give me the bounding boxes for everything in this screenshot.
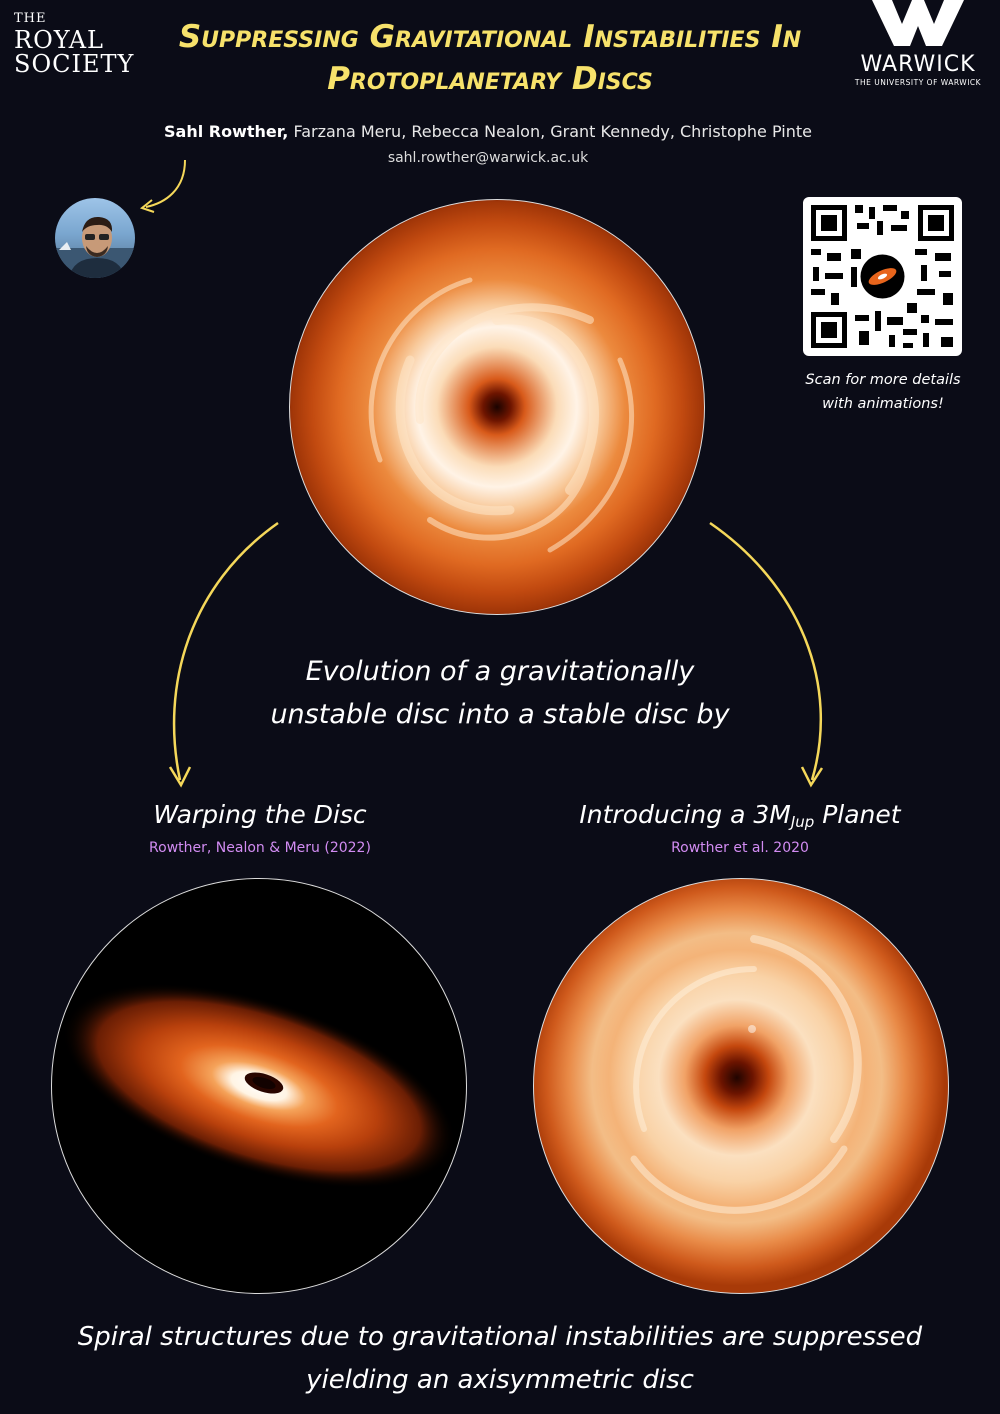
author-email[interactable]: sahl.rowther@warwick.ac.uk [387, 150, 589, 166]
royal-society-logo-line2: ROYAL [14, 26, 104, 54]
author-avatar [55, 198, 135, 278]
royal-society-logo-line1: THE [14, 11, 47, 26]
qr-caption: Scan for more details with animations! [778, 368, 988, 416]
avatar-arrow-icon [139, 159, 186, 213]
co-authors: Farzana Meru, Rebecca Nealon, Grant Kenn… [288, 122, 812, 141]
qr-caption-line1: Scan for more details [805, 372, 961, 388]
warwick-logo-name: WARWICK [860, 52, 976, 77]
warped-disc-image [51, 878, 467, 1294]
royal-society-logo: THE ROYAL SOCIETY [14, 12, 134, 76]
conclusion-line2: yielding an axisymmetric disc [306, 1365, 694, 1395]
planet-heading-post: Planet [814, 800, 901, 829]
warp-heading: Warping the Disc [153, 800, 367, 829]
poster-title: Suppressing Gravitational Instabilities … [140, 16, 840, 100]
conclusion-line1: Spiral structures due to gravitational i… [77, 1322, 923, 1352]
qr-caption-line2: with animations! [822, 396, 944, 412]
planet-heading-pre: Introducing a 3M [579, 800, 791, 829]
authors-line: Sahl Rowther, Farzana Meru, Rebecca Neal… [100, 122, 876, 141]
qr-code-icon [811, 205, 954, 348]
planet-disc-image [533, 878, 949, 1294]
lead-author: Sahl Rowther, [164, 122, 289, 141]
evolution-text: Evolution of a gravitationally unstable … [200, 650, 800, 736]
warwick-logo: WARWICK THE UNIVERSITY OF WARWICK [848, 0, 988, 87]
left-curved-arrow-icon [168, 521, 279, 788]
warwick-w-icon [872, 0, 964, 46]
spiral-arms-icon [368, 277, 635, 553]
royal-society-logo-line3: SOCIETY [14, 50, 135, 78]
planet-heading: Introducing a 3MJup Planet [540, 800, 940, 831]
conclusion-text: Spiral structures due to gravitational i… [50, 1316, 950, 1402]
evolution-line1: Evolution of a gravitationally [305, 656, 695, 687]
planet-heading-sub: Jup [790, 813, 815, 831]
planet-gap-icon [630, 935, 862, 1214]
warp-reference: Rowther, Nealon & Meru (2022) [149, 840, 371, 856]
qr-code[interactable] [803, 197, 962, 356]
poster-title-line2: Protoplanetary Discs [327, 61, 653, 97]
warped-disc-icon [62, 983, 456, 1189]
evolution-line2: unstable disc into a stable disc by [270, 699, 730, 730]
warwick-logo-sub: THE UNIVERSITY OF WARWICK [854, 78, 982, 87]
author-photo-icon [55, 216, 135, 278]
right-curved-arrow-icon [709, 521, 824, 788]
unstable-disc-image [289, 199, 705, 615]
poster-title-line1: Suppressing Gravitational Instabilities … [178, 19, 802, 55]
planet-reference: Rowther et al. 2020 [671, 840, 809, 856]
